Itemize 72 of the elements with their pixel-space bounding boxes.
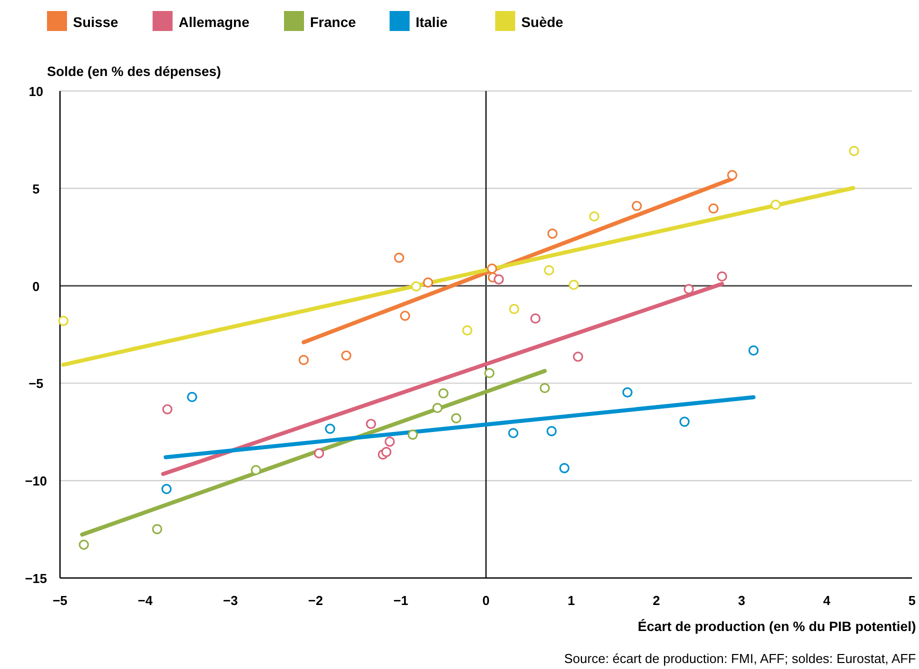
point: [422, 277, 434, 288]
point: [684, 284, 694, 294]
y-tick-label: 10: [28, 84, 44, 99]
point: [78, 540, 89, 550]
point: [314, 448, 324, 458]
x-tick-label: 5: [908, 593, 916, 608]
x-axis-title: Écart de production (en % du PIB potentiel): [638, 619, 916, 634]
point: [508, 428, 518, 438]
point: [58, 316, 69, 326]
legend-label: Allemagne: [178, 14, 250, 30]
x-tick-label: −1: [393, 593, 408, 608]
point: [462, 325, 472, 336]
point: [622, 387, 633, 398]
x-tick-label: −4: [138, 593, 154, 608]
y-tick-label: 0: [32, 278, 40, 294]
point: [484, 368, 495, 378]
point: [162, 404, 172, 414]
legend-label: Suisse: [73, 14, 118, 30]
y-tick-label: 5: [32, 181, 40, 196]
x-tick-label: 4: [823, 593, 832, 608]
point: [438, 388, 448, 398]
x-tick-label: 3: [738, 593, 746, 608]
legend-label: Suède: [521, 14, 564, 30]
point: [161, 484, 172, 494]
point: [250, 464, 262, 476]
point: [384, 436, 395, 447]
x-tick-label: 1: [568, 593, 575, 608]
y-axis-title: Solde (en % des dépenses): [47, 64, 222, 79]
point: [632, 200, 642, 212]
point: [509, 304, 520, 314]
point: [544, 265, 554, 276]
y-tick-label: −15: [24, 571, 48, 586]
point: [298, 354, 309, 366]
point: [559, 463, 570, 474]
x-tick-label: −3: [222, 593, 238, 608]
point: [540, 382, 550, 394]
point: [152, 524, 162, 534]
x-tick-label: 0: [482, 593, 490, 608]
point: [381, 446, 392, 458]
point: [679, 416, 690, 427]
point: [486, 264, 498, 274]
y-tick-label: −10: [24, 474, 48, 489]
point: [408, 430, 418, 440]
point: [530, 313, 541, 324]
point: [432, 402, 443, 414]
legend-label: Italie: [416, 14, 448, 30]
legend-label: France: [310, 14, 356, 30]
point: [394, 252, 404, 263]
x-tick-label: 2: [652, 593, 660, 608]
point: [716, 271, 728, 282]
point: [748, 345, 759, 356]
point: [546, 426, 557, 436]
point: [708, 203, 719, 214]
point: [411, 281, 422, 292]
x-tick-label: −5: [52, 593, 68, 608]
point: [324, 424, 336, 434]
point: [186, 392, 198, 402]
point: [494, 274, 504, 284]
point: [568, 280, 579, 290]
source-note: Source: écart de production: FMI, AFF; soldes: Eurostat, AFF: [564, 651, 916, 666]
y-tick-label: −5: [28, 376, 44, 392]
x-tick-label: −2: [308, 593, 324, 608]
point: [770, 200, 781, 210]
point: [547, 228, 558, 239]
point: [400, 310, 410, 321]
point: [589, 211, 600, 222]
point: [848, 146, 860, 156]
point: [727, 170, 738, 180]
point: [572, 352, 584, 362]
point: [341, 350, 352, 361]
point: [366, 418, 376, 430]
point: [451, 413, 462, 424]
